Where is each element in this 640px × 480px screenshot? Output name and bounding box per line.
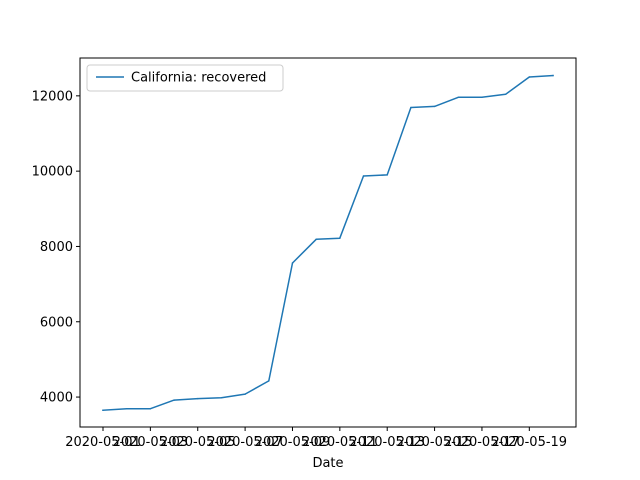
legend: California: recovered: [86, 64, 284, 92]
data-point: [339, 237, 341, 239]
x-tick-label: 2020-05-07: [207, 435, 283, 450]
data-point: [244, 393, 246, 395]
data-point: [149, 407, 152, 410]
data-point: [386, 174, 388, 176]
data-point: [315, 238, 317, 241]
data-point: [481, 96, 483, 99]
x-tick-label: 2020-05-17: [444, 435, 520, 450]
data-point: [173, 399, 175, 401]
plot-frame: [79, 57, 577, 428]
data-point: [102, 409, 104, 411]
x-tick-label: 2020-05-19: [492, 435, 568, 450]
x-tick-label: 2020-05-09: [255, 435, 331, 450]
data-point: [362, 175, 365, 177]
x-tick-label: 2020-05-13: [349, 435, 425, 450]
series-line-0: [102, 74, 554, 411]
x-axis-label: Date: [312, 456, 343, 471]
legend-box: [86, 64, 284, 92]
y-tick-label: 10000: [32, 165, 73, 180]
data-point: [504, 93, 507, 96]
y-tick-label: 8000: [40, 240, 73, 255]
x-tick-label: 2020-05-05: [160, 435, 236, 450]
data-point: [220, 397, 223, 399]
data-point: [552, 74, 554, 77]
data-point: [433, 105, 436, 108]
x-tick-label: 2020-05-03: [113, 435, 189, 450]
x-tick-label: 2020-05-11: [302, 435, 378, 450]
legend-label: California: recovered: [131, 71, 266, 86]
data-point: [457, 96, 460, 99]
y-tick-label: 4000: [40, 391, 73, 406]
data-point: [268, 380, 270, 382]
x-tick-label: 2020-05-01: [65, 435, 141, 450]
data-point: [125, 407, 128, 410]
data-point: [196, 397, 199, 400]
data-point: [410, 106, 412, 109]
data-point: [528, 76, 531, 78]
y-tick-label: 12000: [32, 89, 73, 104]
data-point: [291, 262, 294, 264]
x-tick-label: 2020-05-15: [397, 435, 473, 450]
y-tick-label: 6000: [40, 315, 73, 330]
